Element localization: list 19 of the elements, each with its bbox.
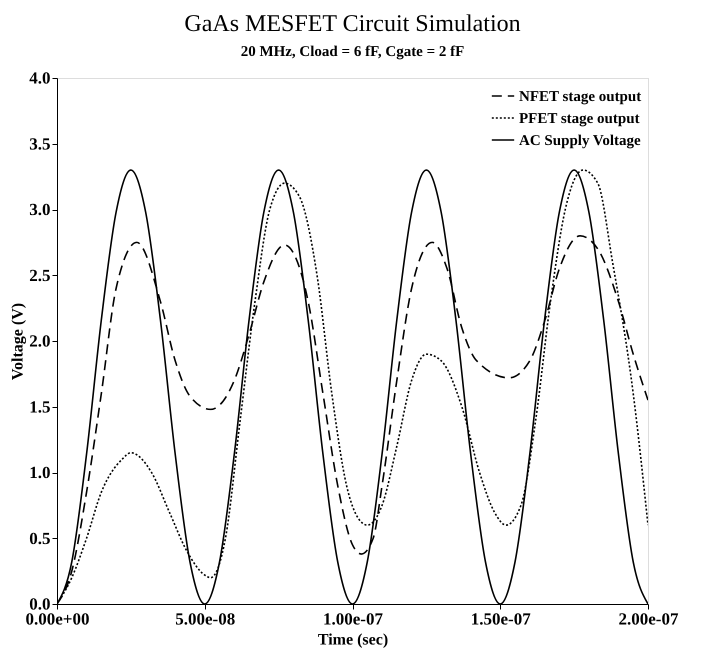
y-tick-label: 3.0: [29, 200, 50, 219]
x-axis-title: Time (sec): [318, 632, 388, 648]
y-tick-label: 1.5: [29, 397, 50, 416]
chart-subtitle: 20 MHz, Cload = 6 fF, Cgate = 2 fF: [240, 44, 464, 60]
y-tick-label: 3.5: [29, 134, 50, 154]
x-tick-label: 1.50e-07: [470, 610, 532, 628]
x-tick-label: 2.00e-07: [618, 610, 679, 628]
x-tick-label: 5.00e-08: [175, 610, 236, 628]
legend-label: NFET stage output: [519, 89, 642, 105]
y-tick-label: 2.0: [29, 332, 50, 350]
y-tick-label: 4.0: [29, 68, 50, 88]
y-tick-label: 0.5: [29, 528, 50, 548]
legend-label: PFET stage output: [519, 111, 640, 127]
x-tick-label: 1.00e-07: [323, 610, 384, 628]
legend-label: AC Supply Voltage: [519, 133, 642, 149]
y-tick-label: 2.5: [29, 266, 50, 285]
y-tick-label: 1.0: [29, 463, 50, 482]
y-axis-title: Voltage (V): [9, 302, 26, 380]
chart-title: GaAs MESFET Circuit Simulation: [184, 11, 521, 37]
